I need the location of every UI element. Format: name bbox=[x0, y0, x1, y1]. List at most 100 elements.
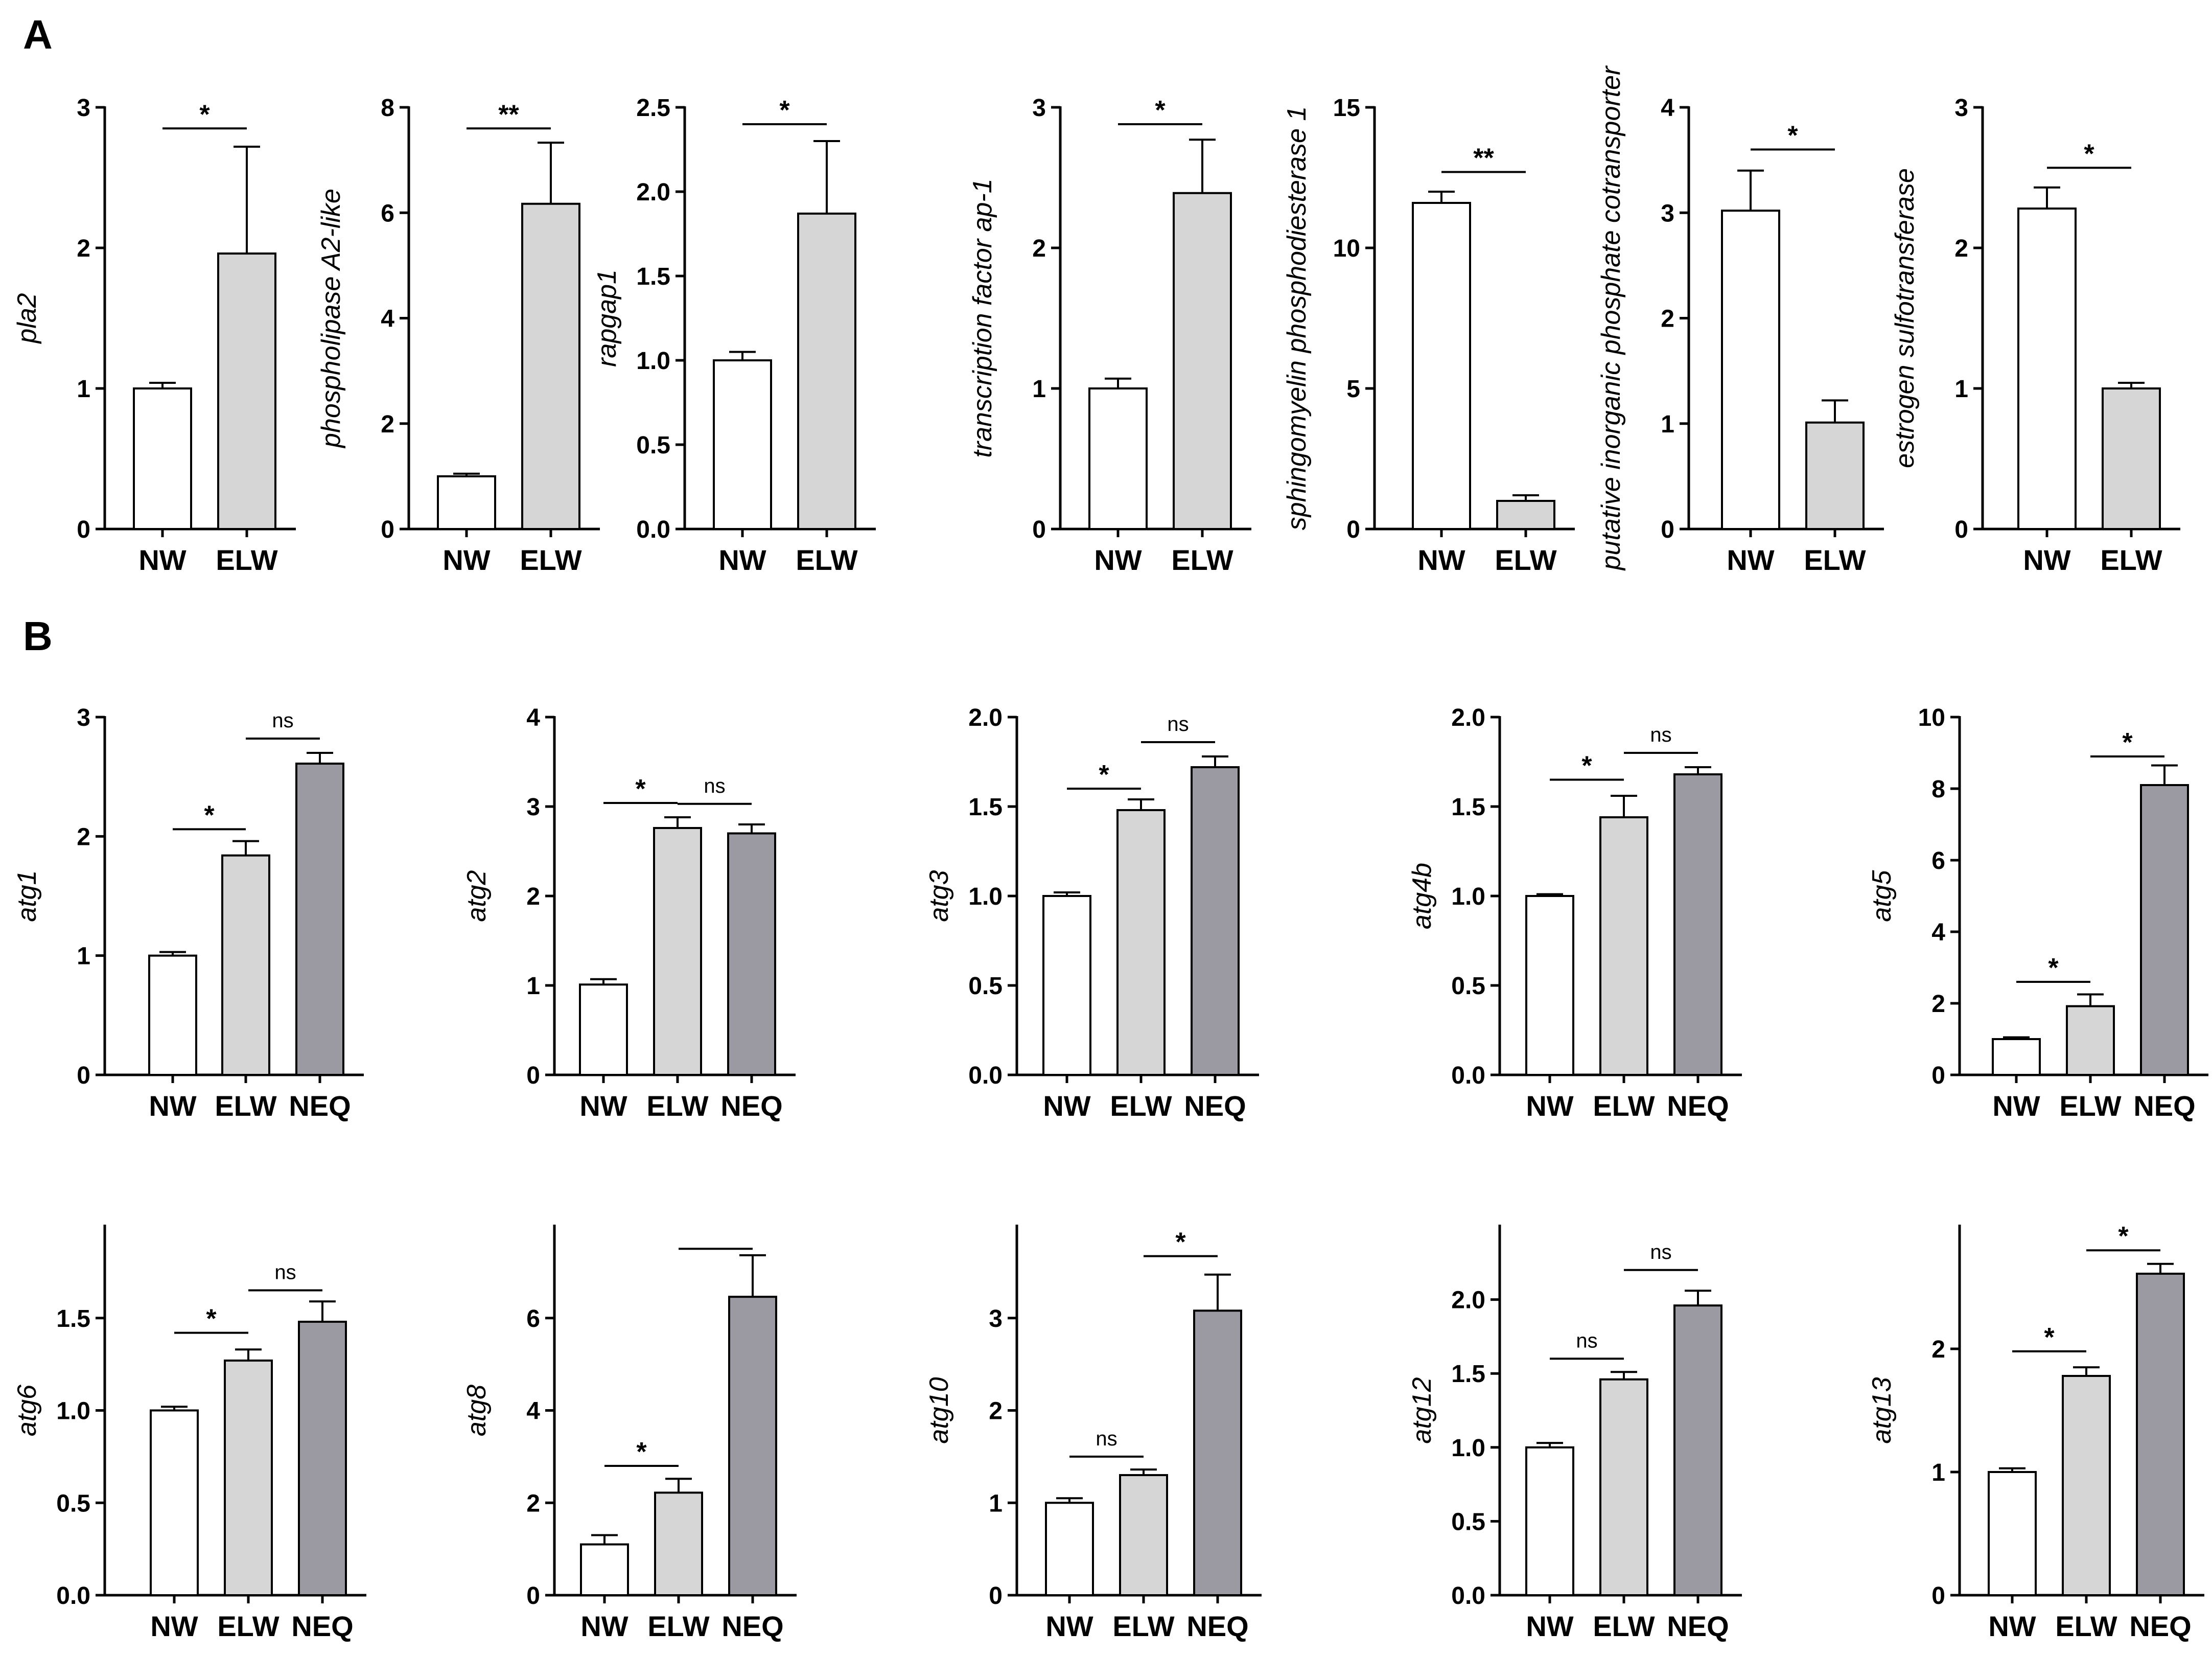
x-label-nw: NW bbox=[1988, 1610, 2036, 1642]
y-tick-label: 4 bbox=[1661, 95, 1674, 122]
bar-neq bbox=[1673, 773, 1722, 1076]
bar-elw bbox=[654, 1491, 703, 1596]
x-label-nw: NW bbox=[1045, 1610, 1093, 1642]
y-tick-label: 2.0 bbox=[968, 704, 1003, 731]
bar-elw bbox=[221, 854, 270, 1076]
y-tick-label: 2 bbox=[526, 1490, 540, 1517]
bar-nw bbox=[148, 954, 197, 1076]
x-label-nw: NW bbox=[150, 1610, 198, 1642]
chart-17: 0 1 2 NW ELW NEQ atg13 * * bbox=[1867, 1222, 2204, 1642]
y-tick-label: 2 bbox=[526, 883, 540, 910]
y-tick-label: 3 bbox=[1661, 200, 1674, 227]
x-label-elw: ELW bbox=[796, 544, 857, 576]
x-label-nw: NW bbox=[1727, 544, 1774, 576]
x-label-neq: NEQ bbox=[1184, 1090, 1246, 1122]
y-tick-label: 4 bbox=[526, 1398, 540, 1425]
x-label-nw: NW bbox=[718, 544, 766, 576]
y-axis-label: atg6 bbox=[12, 1385, 42, 1436]
y-tick-label: 2 bbox=[1032, 235, 1046, 262]
bar-elw bbox=[217, 252, 276, 530]
chart-13: 0.0 0.5 1.0 1.5 NW ELW NEQ atg6 * ns bbox=[12, 1225, 366, 1642]
chart-3: 0.0 0.5 1.0 1.5 2.0 2.5 NW ELW rapgap1 * bbox=[592, 95, 876, 576]
y-tick-label: 1.0 bbox=[1451, 883, 1485, 910]
y-tick-label: 1.0 bbox=[1451, 1435, 1485, 1462]
significance-label: * bbox=[1155, 96, 1166, 125]
bar-neq bbox=[1193, 1309, 1242, 1597]
bar-elw bbox=[1496, 500, 1555, 530]
significance-label: * bbox=[2084, 139, 2094, 169]
y-tick-label: 5 bbox=[1346, 376, 1360, 403]
y-tick-label: 1.5 bbox=[1451, 1361, 1485, 1388]
y-tick-label: 0.0 bbox=[56, 1582, 90, 1610]
y-tick-label: 2 bbox=[77, 235, 90, 262]
x-label-nw: NW bbox=[579, 1090, 627, 1122]
x-label-nw: NW bbox=[1094, 544, 1142, 576]
charts: 0 1 2 3 NW ELW pla2 * 0 2 4 6 8 NW ELW phospholipase A2… bbox=[12, 65, 2208, 1642]
bar-elw bbox=[2062, 1375, 2111, 1597]
x-label-elw: ELW bbox=[2055, 1610, 2117, 1642]
bar-elw bbox=[2102, 387, 2161, 530]
bar-elw bbox=[1805, 421, 1865, 530]
significance-label: ns bbox=[704, 775, 725, 797]
y-tick-label: 4 bbox=[526, 704, 540, 731]
significance-label: * bbox=[2048, 953, 2059, 983]
significance-label: * bbox=[635, 774, 646, 804]
y-axis-label: phospholipase A2-like bbox=[316, 189, 346, 449]
bar-elw bbox=[797, 212, 856, 530]
y-tick-label: 1 bbox=[77, 943, 90, 970]
y-tick-label: 6 bbox=[1931, 847, 1945, 875]
y-axis-label: rapgap1 bbox=[592, 269, 622, 367]
x-label-elw: ELW bbox=[1171, 544, 1233, 576]
chart-14: 0 2 4 6 NW ELW NEQ atg8 * bbox=[462, 1225, 797, 1642]
bar-nw bbox=[1045, 1502, 1094, 1596]
y-tick-label: 0 bbox=[1931, 1062, 1945, 1089]
bar-nw bbox=[150, 1409, 199, 1596]
bar-nw bbox=[580, 1543, 629, 1596]
significance-label: ns bbox=[274, 1261, 296, 1284]
bar-elw bbox=[1599, 816, 1648, 1076]
y-tick-label: 0 bbox=[77, 516, 90, 543]
y-tick-label: 2 bbox=[381, 411, 394, 438]
x-label-neq: NEQ bbox=[291, 1610, 353, 1642]
y-axis-label: atg8 bbox=[462, 1385, 492, 1436]
y-axis-label: estrogen sulfotransferase bbox=[1890, 168, 1920, 468]
chart-6: 0 1 2 3 4 NW ELW putative inorganic phosphate c… bbox=[1596, 65, 1884, 576]
x-label-nw: NW bbox=[138, 544, 186, 576]
y-axis-label: atg2 bbox=[462, 870, 492, 922]
y-tick-label: 0 bbox=[1661, 516, 1674, 543]
y-tick-label: 1 bbox=[77, 376, 90, 403]
significance-label: * bbox=[1099, 760, 1109, 790]
bar-elw bbox=[1173, 192, 1232, 530]
x-label-neq: NEQ bbox=[721, 1610, 783, 1642]
x-label-elw: ELW bbox=[1112, 1610, 1174, 1642]
bar-nw bbox=[1721, 210, 1780, 530]
x-label-nw: NW bbox=[1043, 1090, 1090, 1122]
bar-elw bbox=[224, 1359, 273, 1597]
x-label-neq: NEQ bbox=[1667, 1090, 1729, 1122]
y-tick-label: 1.5 bbox=[1451, 794, 1485, 821]
x-label-neq: NEQ bbox=[2133, 1090, 2195, 1122]
x-label-nw: NW bbox=[580, 1610, 628, 1642]
y-tick-label: 2 bbox=[1954, 235, 1968, 262]
y-tick-label: 1.5 bbox=[636, 263, 670, 290]
x-label-nw: NW bbox=[1526, 1610, 1573, 1642]
bar-neq bbox=[727, 832, 776, 1076]
significance-label: ns bbox=[1650, 724, 1671, 746]
significance-label: ns bbox=[1167, 713, 1189, 735]
x-label-nw: NW bbox=[2023, 544, 2070, 576]
x-label-elw: ELW bbox=[215, 1090, 276, 1122]
bar-nw bbox=[1042, 895, 1091, 1076]
x-label-elw: ELW bbox=[217, 1610, 279, 1642]
significance-label: ns bbox=[1096, 1428, 1117, 1450]
x-label-neq: NEQ bbox=[1186, 1610, 1248, 1642]
y-tick-label: 1 bbox=[1954, 376, 1968, 403]
x-label-elw: ELW bbox=[1593, 1090, 1655, 1122]
significance-label: ns bbox=[272, 709, 293, 732]
bar-elw bbox=[1119, 1474, 1168, 1596]
x-label-neq: NEQ bbox=[720, 1090, 782, 1122]
bar-nw bbox=[133, 387, 192, 530]
y-axis-label: putative inorganic phosphate cotransport… bbox=[1596, 65, 1626, 571]
y-axis-label: transcription factor ap-1 bbox=[968, 178, 997, 457]
bar-nw bbox=[1992, 1038, 2041, 1076]
